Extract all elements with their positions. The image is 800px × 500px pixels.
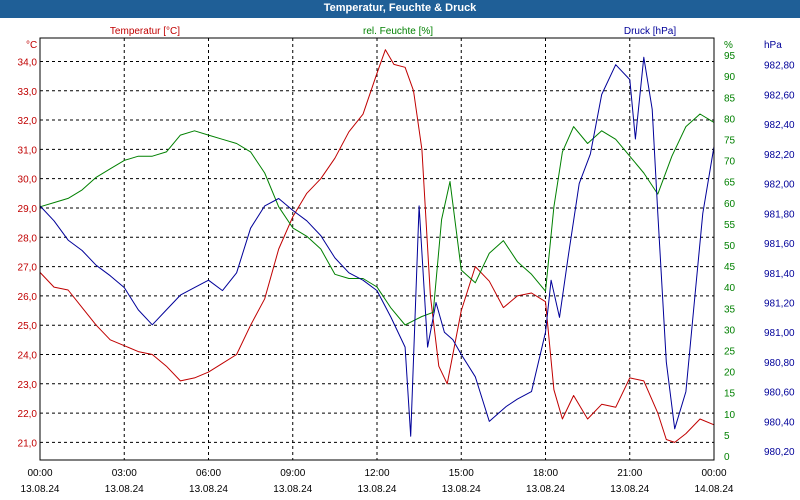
pressure-tick-label: 981,40	[764, 269, 795, 280]
x-tick-time: 12:00	[364, 468, 389, 479]
temperature-tick-label: 25,0	[18, 321, 38, 332]
x-tick-date: 13.08.24	[358, 484, 397, 495]
x-tick-date: 13.08.24	[526, 484, 565, 495]
humidity-tick-label: 35	[724, 304, 736, 315]
humidity-tick-label: 25	[724, 347, 736, 358]
temperature-tick-label: 24,0	[18, 351, 38, 362]
temperature-tick-label: 33,0	[18, 87, 38, 98]
humidity-tick-label: 55	[724, 220, 736, 231]
temperature-tick-label: 32,0	[18, 116, 38, 127]
humidity-tick-label: 60	[724, 199, 736, 210]
x-tick-date: 13.08.24	[610, 484, 649, 495]
x-tick-time: 00:00	[701, 468, 726, 479]
chart-title-bar: Temperatur, Feuchte & Druck	[0, 0, 800, 18]
temperature-tick-label: 22,0	[18, 409, 38, 420]
humidity-tick-label: 40	[724, 283, 736, 294]
temperature-tick-label: 28,0	[18, 233, 38, 244]
humidity-tick-label: 50	[724, 241, 736, 252]
axis-labels: 00:00 13.08.24 03:00 13.08.24 06:00 13.08.24 0…	[18, 26, 795, 495]
humidity-axis-title: rel. Feuchte [%]	[363, 26, 433, 37]
humidity-tick-label: 10	[724, 410, 736, 421]
pressure-tick-label: 982,40	[764, 120, 795, 131]
humidity-tick-label: 75	[724, 136, 736, 147]
humidity-tick-label: %	[724, 40, 733, 51]
x-tick-time: 03:00	[112, 468, 137, 479]
x-tick-time: 06:00	[196, 468, 221, 479]
pressure-tick-label: 980,20	[764, 447, 795, 458]
temperature-series-line	[39, 49, 715, 443]
x-tick-time: 21:00	[617, 468, 642, 479]
humidity-tick-label: 45	[724, 262, 736, 273]
temperature-unit-label: °C	[26, 40, 37, 51]
humidity-tick-label: 0	[724, 452, 730, 463]
humidity-series-line	[39, 113, 715, 326]
humidity-tick-label: 95	[724, 51, 736, 62]
humidity-tick-label: 70	[724, 157, 736, 168]
humidity-tick-label: 65	[724, 178, 736, 189]
pressure-tick-label: 981,60	[764, 239, 795, 250]
temperature-tick-label: 27,0	[18, 263, 38, 274]
temperature-tick-label: 30,0	[18, 175, 38, 186]
pressure-tick-label: 980,40	[764, 417, 795, 428]
pressure-unit-label: hPa	[764, 40, 782, 51]
temperature-tick-label: 31,0	[18, 145, 38, 156]
temperature-tick-label: 26,0	[18, 292, 38, 303]
x-tick-date: 13.08.24	[442, 484, 481, 495]
humidity-tick-label: 30	[724, 325, 736, 336]
temperature-tick-label: 29,0	[18, 204, 38, 215]
x-tick-time: 09:00	[280, 468, 305, 479]
temperature-tick-label: 23,0	[18, 380, 38, 391]
series-layer	[39, 49, 715, 443]
grid-layer	[40, 38, 714, 460]
pressure-tick-label: 981,20	[764, 298, 795, 309]
pressure-tick-label: 980,80	[764, 358, 795, 369]
x-tick-date: 13.08.24	[273, 484, 312, 495]
humidity-tick-label: 20	[724, 368, 736, 379]
x-tick-date: 13.08.24	[105, 484, 144, 495]
x-tick-time: 00:00	[27, 468, 52, 479]
temperature-tick-label: 21,0	[18, 438, 38, 449]
humidity-tick-label: 85	[724, 93, 736, 104]
x-tick-date: 14.08.24	[695, 484, 734, 495]
humidity-tick-label: 15	[724, 389, 736, 400]
pressure-tick-label: 981,00	[764, 328, 795, 339]
x-tick-time: 15:00	[449, 468, 474, 479]
chart-title: Temperatur, Feuchte & Druck	[323, 2, 477, 14]
x-tick-date: 13.08.24	[21, 484, 60, 495]
temperature-tick-label: 34,0	[18, 57, 38, 68]
humidity-tick-label: 90	[724, 72, 736, 83]
x-tick-time: 18:00	[533, 468, 558, 479]
pressure-tick-label: 982,80	[764, 61, 795, 72]
x-tick-date: 13.08.24	[189, 484, 228, 495]
pressure-tick-label: 980,60	[764, 388, 795, 399]
pressure-tick-label: 981,80	[764, 209, 795, 220]
humidity-tick-label: 80	[724, 114, 736, 125]
humidity-tick-label: 5	[724, 431, 730, 442]
pressure-series-line	[39, 56, 715, 437]
temperature-axis-title: Temperatur [°C]	[110, 26, 180, 37]
pressure-tick-label: 982,60	[764, 90, 795, 101]
plot-frame	[39, 37, 715, 461]
pressure-axis-title: Druck [hPa]	[624, 26, 676, 37]
pressure-tick-label: 982,20	[764, 150, 795, 161]
pressure-tick-label: 982,00	[764, 180, 795, 191]
